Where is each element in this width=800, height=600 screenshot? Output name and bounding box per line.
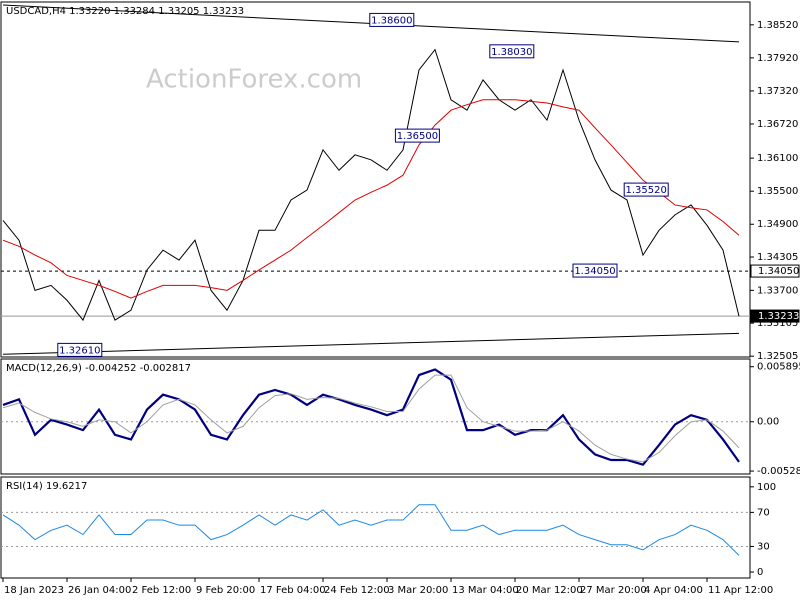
y-tick-label: 1.36720 bbox=[757, 119, 798, 130]
y-tick-label: 1.35500 bbox=[757, 186, 798, 197]
y-tick-label: 1.33105 bbox=[757, 318, 798, 329]
y-tick-label: 0.005895 bbox=[757, 362, 800, 373]
x-tick-label: 4 Apr 04:00 bbox=[644, 585, 703, 596]
annotation-box bbox=[623, 182, 669, 197]
panel-frame bbox=[0, 476, 751, 579]
x-tick-label: 26 Jan 04:00 bbox=[68, 585, 131, 596]
price-annotation: 1.38600 bbox=[369, 12, 415, 27]
x-tick-label: 9 Feb 20:00 bbox=[196, 585, 255, 596]
y-tick-label: 30 bbox=[757, 541, 770, 552]
series-line bbox=[2, 368, 740, 466]
series-line bbox=[2, 99, 740, 299]
panel-title: RSI(14) 19.6217 bbox=[6, 481, 87, 492]
x-tick-label: 20 Mar 12:00 bbox=[516, 585, 583, 596]
panel-frame bbox=[0, 358, 751, 475]
price-annotation: 1.36500 bbox=[394, 128, 440, 143]
y-tick-label: 1.37320 bbox=[757, 86, 798, 97]
annotation-box bbox=[369, 12, 415, 27]
x-tick-label: 27 Mar 20:00 bbox=[580, 585, 647, 596]
y-tick-label: 0.00 bbox=[757, 417, 779, 428]
price-annotation: 1.38030 bbox=[489, 44, 535, 59]
annotation-label: 1.34050 bbox=[574, 266, 615, 277]
series-line bbox=[2, 48, 740, 322]
y-tick-label: 1.36100 bbox=[757, 153, 798, 164]
annotation-label: 1.35520 bbox=[626, 185, 667, 196]
x-tick-label: 11 Apr 12:00 bbox=[708, 585, 773, 596]
x-tick-label: 2 Feb 12:00 bbox=[132, 585, 191, 596]
y-tick-label: 1.34900 bbox=[757, 219, 798, 230]
price-annotation: 1.35520 bbox=[623, 182, 669, 197]
x-tick-label: 17 Feb 04:00 bbox=[260, 585, 326, 596]
annotation-label: 1.38600 bbox=[371, 15, 412, 26]
y-tick-label: 1.38520 bbox=[757, 20, 798, 31]
panel-frame bbox=[0, 1, 751, 358]
x-tick-label: 13 Mar 04:00 bbox=[452, 585, 519, 596]
y-tick-label: 0 bbox=[757, 567, 763, 578]
annotation-label: 1.36500 bbox=[397, 131, 438, 142]
price-level-label: 1.34050 bbox=[758, 266, 799, 277]
annotation-box bbox=[572, 263, 618, 278]
series-line bbox=[2, 374, 740, 463]
annotation-box bbox=[489, 44, 535, 59]
x-tick-label: 18 Jan 2023 bbox=[4, 585, 64, 596]
annotation-box bbox=[57, 342, 103, 357]
y-tick-label: 100 bbox=[757, 482, 776, 493]
y-tick-label: 1.32505 bbox=[757, 351, 798, 362]
y-tick-label: 1.34305 bbox=[757, 252, 798, 263]
annotation-label: 1.32610 bbox=[59, 345, 100, 356]
y-tick-label: 1.37920 bbox=[757, 53, 798, 64]
y-tick-label: 70 bbox=[757, 507, 770, 518]
price-level-label: 1.33233 bbox=[758, 311, 799, 322]
watermark: ActionForex.com bbox=[146, 65, 362, 95]
price-level-box bbox=[750, 309, 800, 323]
annotation-box bbox=[394, 128, 440, 143]
trend-line bbox=[2, 332, 740, 355]
x-tick-label: 3 Mar 20:00 bbox=[388, 585, 448, 596]
series-line bbox=[2, 504, 740, 556]
annotation-label: 1.38030 bbox=[491, 47, 532, 58]
price-level-box bbox=[750, 264, 800, 278]
y-tick-label: 1.33700 bbox=[757, 285, 798, 296]
price-annotation: 1.32610 bbox=[57, 342, 103, 357]
y-tick-label: -0.005286 bbox=[757, 466, 800, 477]
price-annotation: 1.34050 bbox=[572, 263, 618, 278]
x-tick-label: 24 Feb 12:00 bbox=[324, 585, 390, 596]
panel-title: MACD(12,26,9) -0.004252 -0.002817 bbox=[6, 363, 191, 374]
